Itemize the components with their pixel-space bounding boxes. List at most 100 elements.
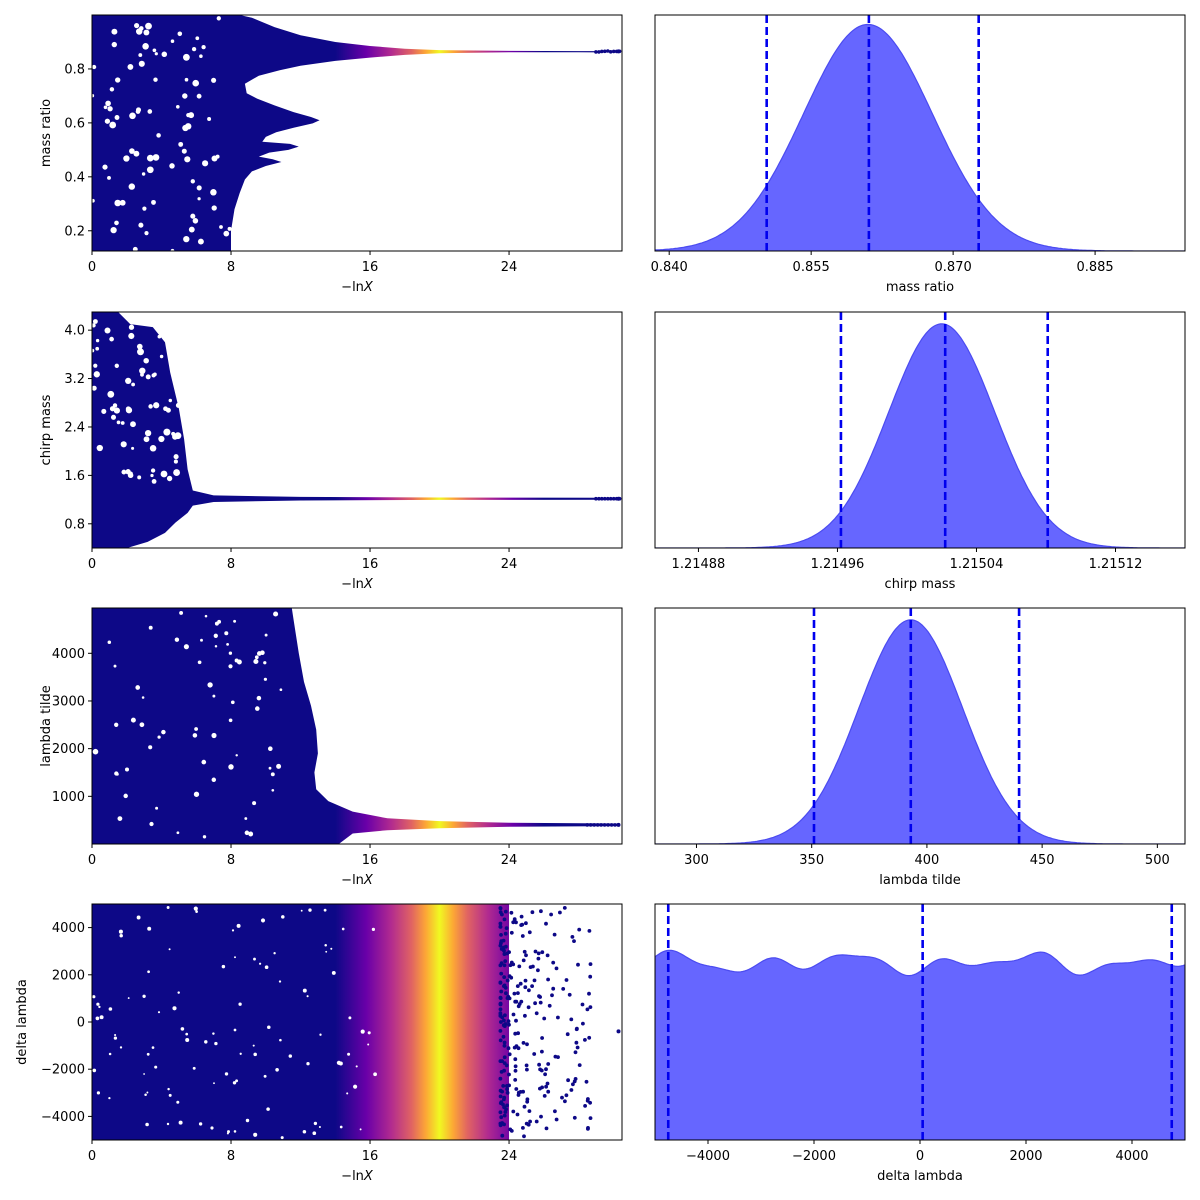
sample-gap bbox=[197, 238, 204, 245]
trace-point bbox=[542, 1094, 547, 1098]
trace-point bbox=[498, 1094, 503, 1099]
x-tick-label: 2000 bbox=[1009, 1149, 1042, 1164]
sample-gap bbox=[331, 970, 336, 975]
sample-gap bbox=[95, 338, 100, 343]
trace-point bbox=[586, 1097, 590, 1101]
trace-point bbox=[513, 1064, 518, 1069]
sample-gap bbox=[228, 718, 233, 723]
trace-point bbox=[498, 981, 503, 985]
sample-gap bbox=[232, 1081, 237, 1085]
trace-point bbox=[504, 991, 508, 996]
sample-gap bbox=[142, 206, 147, 211]
trace-point bbox=[603, 49, 607, 54]
trace-point bbox=[546, 1062, 551, 1066]
trace-point bbox=[498, 1011, 503, 1016]
trace-point bbox=[505, 1087, 509, 1091]
trace-point bbox=[576, 962, 580, 967]
sample-gap bbox=[155, 806, 159, 810]
sample-gap bbox=[117, 816, 123, 822]
sample-gap bbox=[192, 1066, 196, 1070]
sample-gap bbox=[184, 123, 192, 130]
trace-point bbox=[551, 986, 556, 991]
axes-frame bbox=[91, 607, 623, 845]
sample-gap bbox=[202, 835, 207, 839]
trace-samples bbox=[92, 608, 619, 844]
sample-gap bbox=[245, 1118, 250, 1123]
sample-gap bbox=[195, 910, 198, 913]
x-tick-label: 16 bbox=[362, 557, 379, 572]
trace-point bbox=[507, 1022, 511, 1027]
trace-point bbox=[501, 945, 506, 950]
sample-gap bbox=[116, 420, 121, 425]
trace-point bbox=[509, 1129, 514, 1133]
sample-gap bbox=[211, 732, 217, 739]
sample-gap bbox=[367, 1043, 370, 1046]
trace-point bbox=[519, 999, 524, 1004]
trace-point bbox=[544, 1084, 548, 1089]
y-tick-label: 0 bbox=[77, 1016, 85, 1031]
sample-gap bbox=[127, 997, 130, 1000]
sample-gap bbox=[183, 235, 190, 243]
sample-gap bbox=[252, 1044, 255, 1047]
trace-point bbox=[501, 1084, 506, 1088]
sample-gap bbox=[113, 1036, 118, 1040]
sample-gap bbox=[308, 908, 312, 912]
sample-gap bbox=[253, 1132, 258, 1137]
sample-gap bbox=[144, 429, 152, 437]
sample-gap bbox=[128, 183, 136, 190]
trace-point bbox=[532, 1052, 537, 1056]
trace-point bbox=[584, 1079, 589, 1084]
plot-area bbox=[655, 904, 1185, 1140]
sample-gap bbox=[105, 100, 111, 107]
sample-gap bbox=[228, 651, 233, 655]
trace-point bbox=[498, 1088, 503, 1093]
trace-point bbox=[513, 1078, 518, 1082]
trace-point bbox=[521, 958, 526, 963]
sample-gap bbox=[177, 991, 180, 994]
sample-gap bbox=[367, 1031, 371, 1035]
sample-gap bbox=[168, 948, 171, 951]
sample-gap bbox=[196, 185, 202, 191]
sample-gap bbox=[166, 1122, 170, 1126]
trace-point bbox=[572, 1115, 577, 1120]
sample-gap bbox=[118, 929, 123, 934]
trace-point bbox=[581, 1021, 585, 1026]
trace-point bbox=[566, 1078, 570, 1083]
sample-gap bbox=[104, 327, 111, 334]
sample-gap bbox=[123, 155, 130, 162]
trace-point bbox=[546, 977, 550, 982]
sample-gap bbox=[154, 1065, 158, 1069]
trace-point bbox=[514, 1087, 519, 1091]
trace-point bbox=[498, 921, 503, 926]
trace-point bbox=[585, 823, 589, 827]
trace-point bbox=[553, 1054, 558, 1059]
trace-point bbox=[522, 1104, 527, 1109]
y-tick-label: 4000 bbox=[52, 647, 85, 662]
trace-point bbox=[499, 1020, 503, 1024]
trace-point bbox=[532, 978, 537, 983]
trace-point bbox=[501, 1034, 506, 1039]
axes-frame bbox=[654, 311, 1186, 549]
sample-gap bbox=[144, 231, 149, 236]
trace-point bbox=[577, 1063, 582, 1067]
trace-point bbox=[538, 1086, 542, 1091]
trace-point bbox=[516, 991, 520, 995]
x-tick-label: 0 bbox=[88, 260, 96, 275]
trace-point bbox=[538, 1000, 543, 1005]
sample-gap bbox=[130, 421, 136, 428]
sample-gap bbox=[204, 614, 208, 618]
sample-gap bbox=[104, 118, 111, 124]
sample-gap bbox=[121, 469, 127, 475]
sample-gap bbox=[114, 1033, 117, 1037]
trace-point bbox=[512, 991, 517, 996]
sample-gap bbox=[263, 677, 268, 681]
sample-gap bbox=[114, 199, 122, 207]
posterior-density bbox=[655, 619, 1185, 844]
sample-gap bbox=[235, 1079, 239, 1083]
sample-gap bbox=[213, 633, 218, 638]
trace-point bbox=[546, 1089, 551, 1094]
sample-gap bbox=[151, 1046, 155, 1049]
sample-gap bbox=[214, 1041, 218, 1046]
sample-gap bbox=[113, 407, 120, 414]
sample-gap bbox=[273, 952, 276, 955]
